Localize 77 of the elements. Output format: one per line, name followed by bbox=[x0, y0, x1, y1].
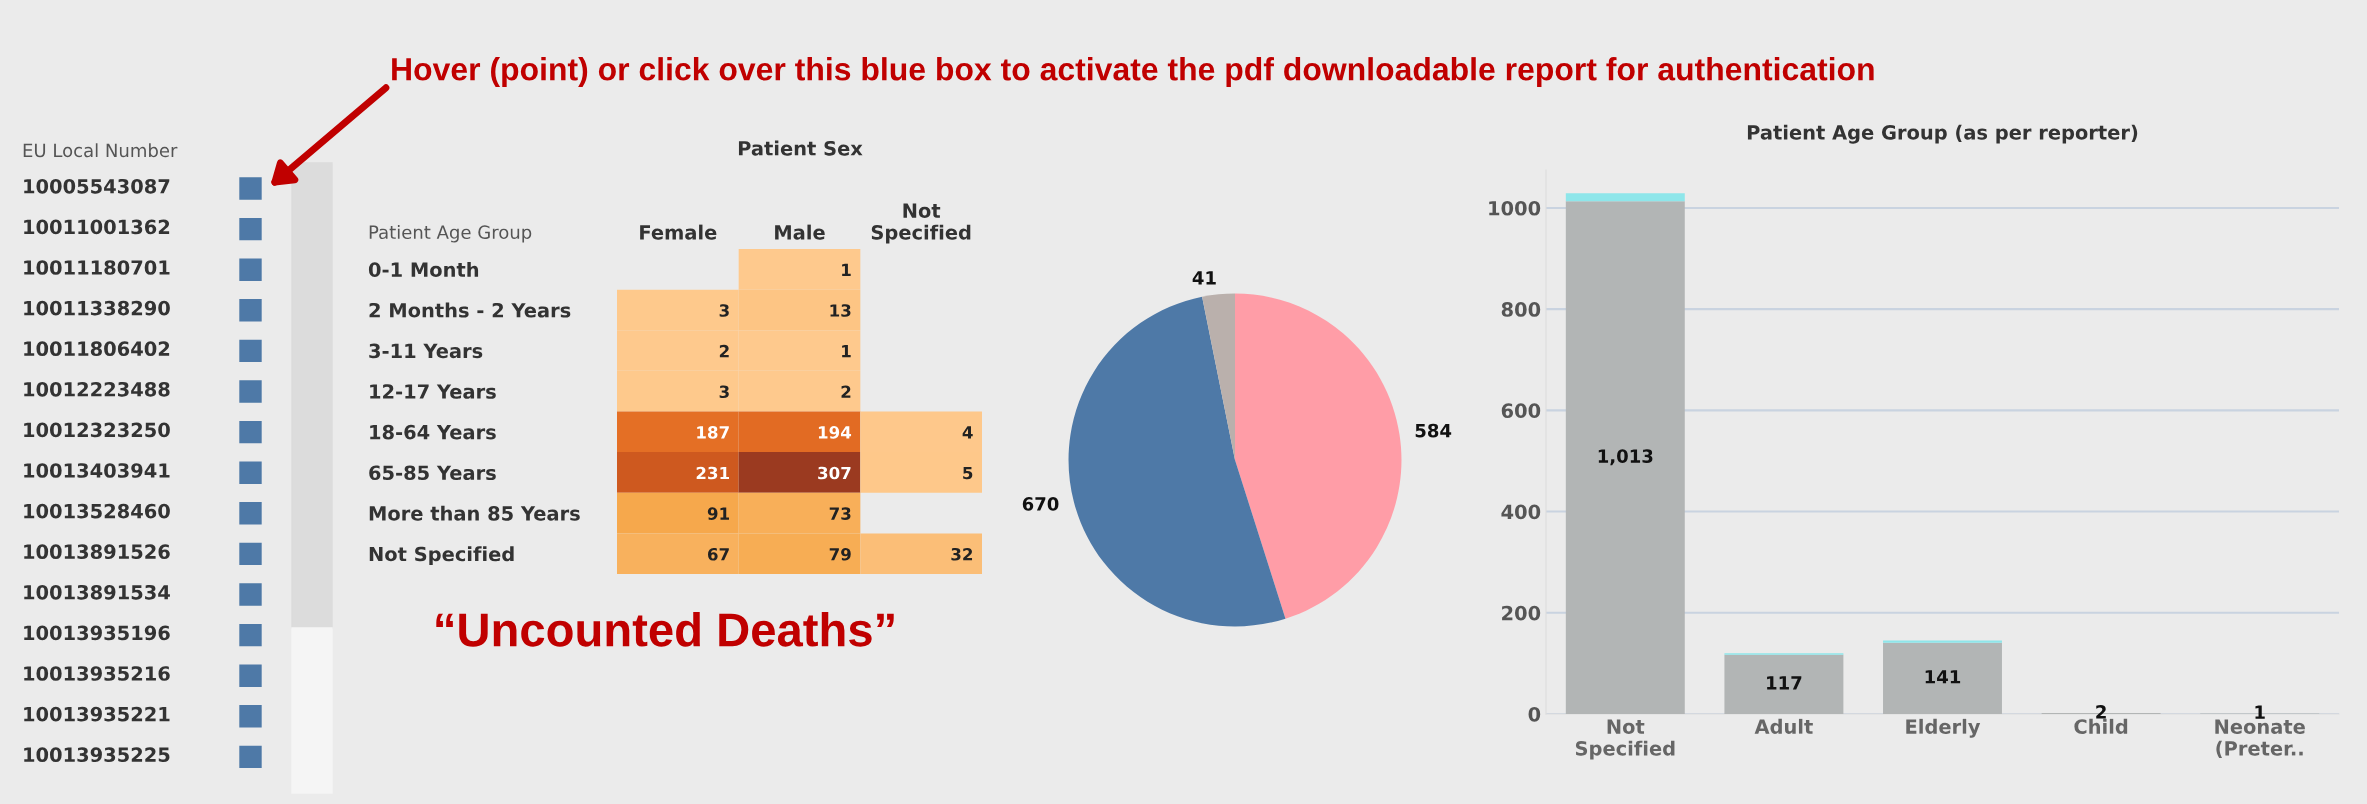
data-label: 32 bbox=[951, 547, 973, 561]
x-tick-label: Child bbox=[2074, 718, 2128, 734]
data-label: 91 bbox=[707, 507, 729, 520]
y-tick-label: 12-17 Years bbox=[370, 384, 496, 399]
data-label: 194 bbox=[818, 426, 852, 439]
data-label: 2 bbox=[719, 344, 729, 358]
data-label: 584 bbox=[1415, 423, 1452, 438]
x-tick-label: Female bbox=[640, 224, 717, 240]
x-tick-label: Male bbox=[775, 224, 825, 240]
category-label: 10013935221 bbox=[24, 706, 170, 722]
y-tick-label: 2 Months - 2 Years bbox=[369, 302, 571, 318]
data-label: 307 bbox=[818, 466, 851, 480]
category-label: 10005543087 bbox=[24, 178, 170, 194]
bar bbox=[1565, 193, 1685, 202]
data-label: 3 bbox=[719, 304, 729, 317]
pie-slice bbox=[1202, 293, 1235, 460]
category-label: 10011338290 bbox=[24, 300, 170, 316]
chart-title: Patient Age Group (as per reporter) bbox=[1747, 124, 2138, 144]
y-tick-label: 0 bbox=[1528, 706, 1541, 722]
data-label: 231 bbox=[696, 466, 729, 480]
x-tick-label: Adult bbox=[1754, 718, 1813, 734]
data-label: 67 bbox=[707, 547, 729, 561]
chart-title: Patient Sex bbox=[738, 140, 863, 156]
category-label: 10013935225 bbox=[24, 747, 170, 763]
data-label: 1,013 bbox=[1598, 449, 1653, 466]
text: “Uncounted Deaths” bbox=[436, 611, 894, 647]
data-label: 141 bbox=[1925, 670, 1961, 684]
data-label: 73 bbox=[829, 507, 851, 520]
y-tick-label: 65-85 Years bbox=[369, 465, 496, 481]
category-label: 10011180701 bbox=[24, 260, 170, 275]
data-label: 1 bbox=[842, 263, 851, 276]
x-tick-label: Not Specified bbox=[1575, 719, 1675, 760]
category-label: 10013891534 bbox=[24, 584, 170, 600]
y-tick-label: More than 85 Years bbox=[369, 505, 580, 521]
x-tick-label: Neonate (Preter.. bbox=[2215, 719, 2305, 758]
category-label: 10013403941 bbox=[24, 463, 170, 478]
category-label: 10011806402 bbox=[24, 341, 170, 357]
y-tick-label: 600 bbox=[1501, 403, 1541, 419]
x-tick-label: Not Specified bbox=[871, 203, 971, 244]
data-label: 187 bbox=[697, 426, 729, 439]
data-label: 2 bbox=[2096, 705, 2106, 719]
data-label: 13 bbox=[830, 304, 851, 317]
category-label: 10013935196 bbox=[24, 625, 170, 641]
y-tick-label: 200 bbox=[1502, 605, 1541, 621]
category-label: 10012323250 bbox=[24, 422, 170, 438]
data-label: 4 bbox=[962, 426, 973, 439]
category-label: 10013528460 bbox=[24, 503, 170, 519]
data-label: 79 bbox=[829, 547, 851, 561]
data-label: 2 bbox=[841, 385, 851, 398]
bar bbox=[1565, 201, 1685, 714]
data-label: 41 bbox=[1192, 271, 1216, 285]
data-label: 3 bbox=[719, 385, 729, 399]
y-tick-label: 400 bbox=[1501, 504, 1541, 520]
data-label: 117 bbox=[1767, 676, 1802, 690]
category-label: 10011001362 bbox=[24, 219, 170, 235]
text: Hover (point) or click over this blue box to activate the pdf downloadable report for authentication bbox=[392, 57, 1874, 87]
pie-slice bbox=[1235, 293, 1402, 619]
y-axis-title: Patient Age Group bbox=[369, 225, 532, 243]
data-label: 1 bbox=[2255, 705, 2265, 719]
y-tick-label: 800 bbox=[1501, 302, 1541, 317]
text: EU Local Number bbox=[23, 143, 178, 158]
category-label: 10012223488 bbox=[24, 381, 170, 397]
x-tick-label: Elderly bbox=[1906, 718, 1981, 738]
bar bbox=[1724, 654, 1844, 714]
category-label: 10013891526 bbox=[24, 544, 170, 560]
data-label: 1 bbox=[842, 345, 851, 358]
bar bbox=[1883, 640, 2002, 643]
y-tick-label: 3-11 Years bbox=[369, 343, 483, 359]
y-tick-label: Not Specified bbox=[369, 546, 514, 566]
pie-slice bbox=[1068, 296, 1286, 627]
y-tick-label: 18-64 Years bbox=[370, 424, 496, 440]
y-tick-label: 0-1 Month bbox=[368, 261, 479, 277]
category-label: 10013935216 bbox=[24, 666, 170, 681]
y-tick-label: 1000 bbox=[1489, 200, 1541, 216]
data-label: 670 bbox=[1022, 497, 1059, 511]
bar bbox=[1883, 642, 2002, 714]
data-label: 5 bbox=[963, 466, 973, 480]
